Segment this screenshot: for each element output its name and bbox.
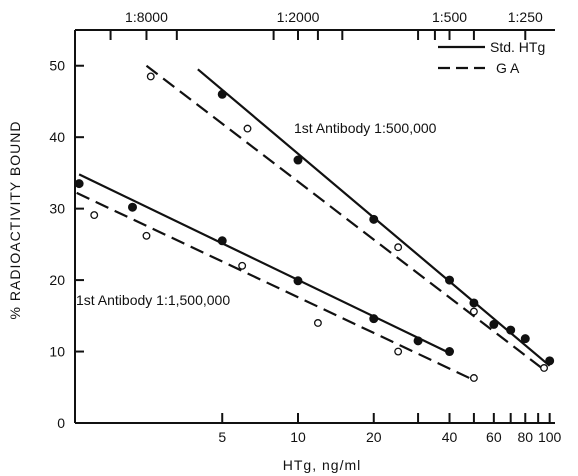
- x-tick-label: 20: [366, 429, 382, 445]
- y-tick-label: 20: [49, 272, 65, 288]
- x-tick-label: 60: [486, 429, 502, 445]
- data-point-filled: [293, 155, 303, 165]
- data-point-filled: [520, 334, 530, 344]
- data-point-open: [238, 261, 247, 270]
- data-point-filled: [217, 236, 227, 246]
- y-axis-label: % RADIOACTIVITY BOUND: [7, 121, 23, 320]
- data-point-filled: [445, 275, 455, 285]
- data-point-open: [394, 347, 403, 356]
- legend-label-ga: G A: [496, 60, 520, 76]
- x-axis-label: HTg, ng/ml: [283, 457, 361, 473]
- top-tick-label: 1:8000: [125, 9, 168, 25]
- data-point-filled: [369, 314, 379, 324]
- markers: [74, 72, 555, 382]
- x-tick-label: 10: [290, 429, 306, 445]
- annotation-low-antibody: 1st Antibody 1:1,500,000: [76, 292, 230, 308]
- y-tick-label: 0: [57, 415, 65, 431]
- data-point-filled: [413, 336, 423, 346]
- fit-line-solid: [78, 173, 450, 354]
- data-point-open: [469, 307, 478, 316]
- top-tick-label: 1:250: [508, 9, 543, 25]
- data-point-open: [469, 374, 478, 382]
- fit-line-dashed: [145, 64, 548, 373]
- data-point-filled: [469, 298, 479, 308]
- data-point-open: [394, 243, 403, 252]
- fit-line-dashed: [76, 191, 475, 382]
- legend: Std. HTg G A: [438, 39, 545, 76]
- axes: 0 10 20 30 40 50 5 10 20 40 60 80 100 1:8000 1:2000 1:5…: [49, 9, 561, 445]
- legend-label-std: Std. HTg: [490, 39, 545, 55]
- x-tick-label: 40: [442, 429, 458, 445]
- top-tick-label: 1:500: [432, 9, 467, 25]
- data-point-open: [243, 124, 252, 133]
- data-point-filled: [293, 276, 303, 286]
- x-tick-label: 80: [517, 429, 533, 445]
- data-point-open: [90, 211, 99, 220]
- data-point-filled: [506, 325, 516, 335]
- data-point-filled: [128, 202, 138, 212]
- fit-lines: [76, 64, 551, 382]
- data-point-open: [540, 364, 549, 372]
- data-point-filled: [217, 89, 227, 99]
- data-point-open: [142, 231, 151, 240]
- top-tick-label: 1:2000: [277, 9, 320, 25]
- y-tick-label: 40: [49, 129, 65, 145]
- data-point-filled: [74, 179, 84, 189]
- data-point-filled: [369, 214, 379, 224]
- data-point-filled: [445, 347, 455, 357]
- x-tick-label: 5: [218, 429, 226, 445]
- y-tick-label: 30: [49, 201, 65, 217]
- data-point-open: [313, 319, 322, 327]
- data-point-filled: [489, 319, 499, 329]
- x-tick-label: 100: [538, 429, 562, 445]
- y-tick-label: 50: [49, 58, 65, 74]
- data-point-filled: [545, 356, 555, 366]
- annotation-high-antibody: 1st Antibody 1:500,000: [294, 120, 437, 136]
- data-point-open: [146, 72, 155, 81]
- y-tick-label: 10: [49, 344, 65, 360]
